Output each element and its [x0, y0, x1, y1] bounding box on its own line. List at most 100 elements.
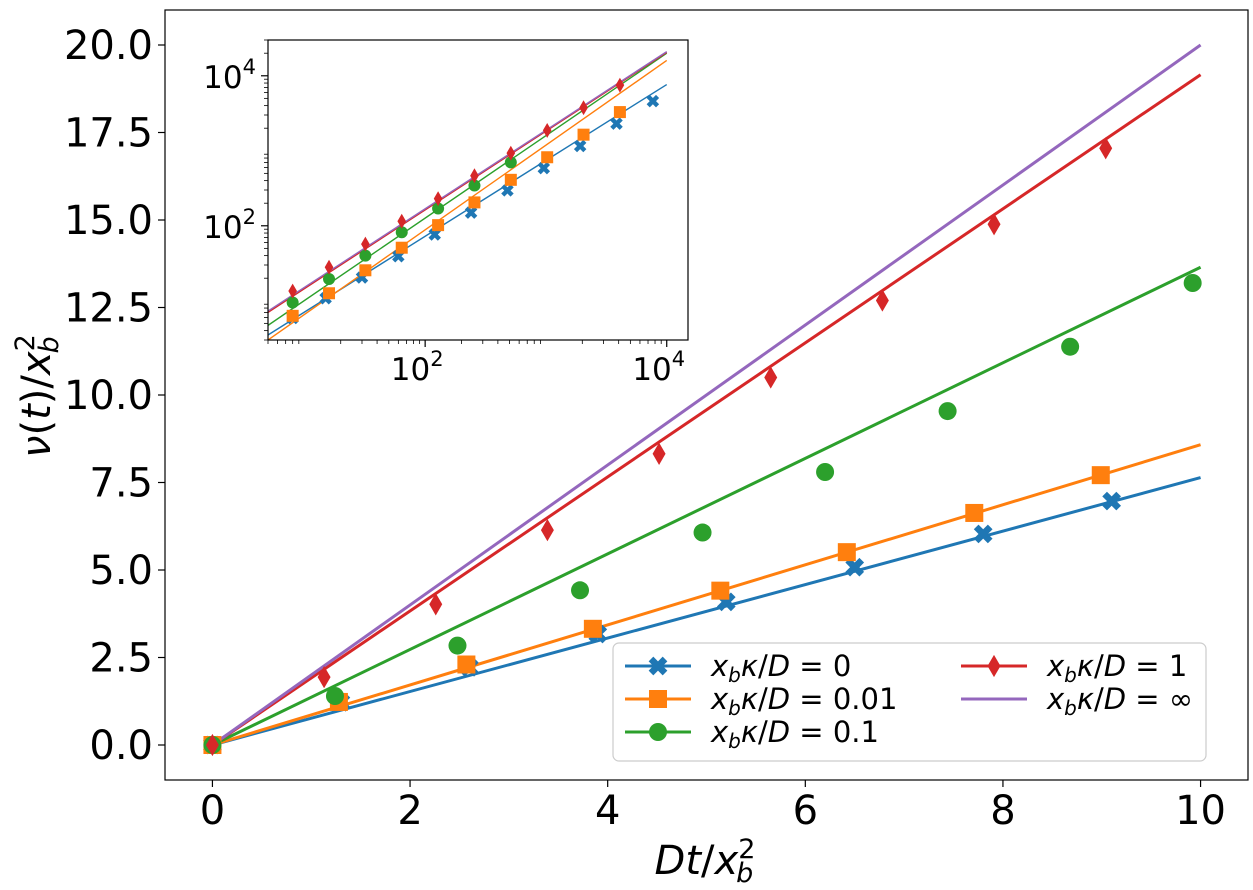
inset-series-3-point-0 [288, 283, 297, 299]
main-y-tick-label: 12.5 [64, 286, 153, 332]
inset-series-1-point-9 [613, 106, 626, 119]
inset-series-1-point-0 [286, 309, 299, 322]
main-x-tick-label: 10 [1175, 788, 1226, 834]
main-y-tick-label: 2.5 [89, 636, 153, 682]
inset-x-tick-label: 104 [632, 347, 685, 388]
inset-series-2-point-1 [323, 273, 336, 286]
legend-item-2: xbκ/D = 0.1 [625, 715, 879, 753]
inset-series-3-point-8 [579, 100, 588, 116]
main-y-tick-label: 10.0 [64, 373, 153, 419]
main-series-2-point-7 [1061, 337, 1080, 356]
inset-plot: 102 104 102 104 [203, 39, 689, 388]
inset-series-line-3 [268, 51, 668, 313]
inset-series-2-point-6 [504, 156, 517, 169]
legend-label: xbκ/D = 1 [1046, 649, 1187, 687]
main-series-3-point-8 [1099, 137, 1113, 160]
inset-series-3-point-2 [361, 236, 370, 252]
inset-series-2-point-5 [468, 179, 481, 192]
main-series-2-point-4 [693, 523, 712, 542]
inset-series-0-point-5 [464, 206, 478, 219]
legend-label: xbκ/D = ∞ [1046, 682, 1193, 720]
main-series-1-point-7 [1091, 466, 1110, 485]
main-plot: 0 2 4 6 8 10 0.0 2.5 5.0 7.5 10.0 12.5 15.0 17.5 20.0 [64, 9, 1249, 834]
main-series-line-0 [212, 476, 1201, 747]
inset-series-1-point-5 [468, 196, 481, 209]
inset-series-3-point-3 [397, 213, 407, 229]
inset-series-2-point-3 [395, 226, 408, 239]
main-series-line-3 [211, 73, 1202, 747]
legend-item-0: xbκ/D = 0 [625, 649, 851, 687]
inset-series-0-point-7 [537, 161, 551, 175]
inset-x-tick-label: 102 [391, 347, 444, 388]
inset-series-1-point-8 [577, 128, 590, 141]
main-series-line-2 [211, 265, 1202, 747]
legend-item-3: xbκ/D = 1 [961, 649, 1187, 687]
main-series-3-point-3 [540, 518, 554, 542]
main-series-line-1 [211, 443, 1202, 747]
inset-series-1-point-3 [395, 241, 408, 254]
main-y-tick-label: 15.0 [64, 198, 153, 244]
main-series-1-point-6 [965, 503, 984, 522]
main-series-2-point-5 [816, 463, 835, 481]
inset-series-3-point-9 [615, 77, 625, 93]
legend-swatch-marker [648, 656, 668, 676]
main-series-3-point-2 [429, 593, 443, 616]
legend-swatch-marker [987, 654, 1001, 678]
legend-swatch-marker [649, 723, 667, 741]
main-series-1-point-3 [583, 619, 602, 638]
inset-series-2-point-0 [286, 296, 299, 309]
main-series-3-point-4 [652, 442, 666, 465]
inset-series-3-point-7 [542, 122, 552, 138]
main-x-tick-label: 0 [200, 788, 225, 834]
main-series-2-point-3 [571, 581, 590, 600]
inset-series-1-point-2 [359, 264, 372, 277]
main-series-1-point-4 [711, 581, 730, 600]
main-y-tick-label: 0.0 [89, 723, 153, 769]
inset-series [268, 51, 668, 340]
main-x-tick-label: 6 [793, 788, 818, 834]
inset-series-1-point-1 [323, 287, 336, 300]
main-series-3-point-7 [987, 213, 1001, 236]
inset-series-3-point-4 [433, 191, 443, 207]
inset-series-1-point-4 [432, 219, 445, 232]
main-y-tick-label: 20.0 [64, 23, 153, 69]
y-axis-label: ν(t)/xb2 [10, 334, 65, 458]
legend-label: xbκ/D = 0 [710, 649, 851, 687]
legend-label: xbκ/D = 0.1 [710, 715, 879, 753]
legend-swatch-marker [649, 690, 667, 708]
inset-series-3-point-6 [506, 145, 516, 161]
main-series-2-point-8 [1183, 274, 1202, 292]
main-series-1-point-5 [837, 543, 856, 562]
inset-series-0-point-4 [428, 228, 441, 241]
main-series-2-point-2 [448, 636, 467, 655]
main-series-line-4 [211, 43, 1202, 747]
main-series-2-point-1 [325, 687, 344, 705]
main-series-3-point-1 [317, 665, 331, 689]
inset-series-0-point-9 [610, 117, 623, 130]
legend-item-1: xbκ/D = 0.01 [625, 682, 897, 720]
main-y-tick-label: 7.5 [89, 461, 153, 507]
main-series [203, 43, 1202, 757]
main-series-0-point-6 [973, 524, 993, 544]
main-series-3-point-0 [205, 733, 219, 757]
main-y-tick-label: 17.5 [64, 111, 153, 157]
main-x-tick-label: 2 [397, 788, 422, 834]
x-axis-label: Dt/xb2 [655, 834, 756, 889]
inset-series-0-point-6 [501, 184, 514, 197]
main-series-0-point-5 [845, 557, 865, 577]
main-x-tick-label: 4 [595, 788, 620, 834]
inset-series-line-4 [268, 51, 668, 312]
inset-series-0-point-8 [573, 139, 587, 153]
axis-labels: Dt/xb2 ν(t)/xb2 [10, 334, 755, 889]
inset-series-3-point-1 [324, 259, 334, 275]
main-series-3-point-6 [875, 289, 889, 312]
inset-y-tick-label: 102 [203, 205, 256, 246]
inset-series-3-point-5 [470, 168, 479, 184]
main-x-tick-label: 8 [990, 788, 1015, 834]
inset-series-1-point-6 [504, 173, 517, 186]
inset-series-0-point-10 [646, 94, 660, 108]
legend-label: xbκ/D = 0.01 [710, 682, 897, 720]
main-series-1-point-2 [457, 655, 476, 674]
